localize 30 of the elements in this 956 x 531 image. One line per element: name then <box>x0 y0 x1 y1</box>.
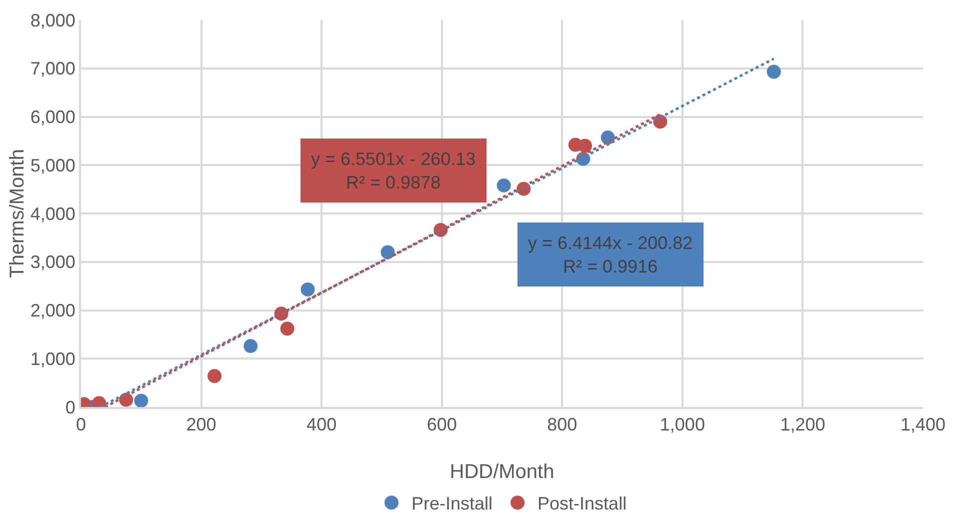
x-tick-label: 1,200 <box>780 414 826 435</box>
x-tick-label: 600 <box>426 414 457 435</box>
point <box>134 394 148 407</box>
point <box>766 64 781 79</box>
y-tick-label: 2,000 <box>30 300 76 321</box>
y-tick-label: 4,000 <box>30 204 76 224</box>
point <box>280 322 294 336</box>
legend-label: Pre-Install <box>412 494 493 514</box>
y-axis-title: Therms/Month <box>6 149 28 278</box>
y-tick-label: 8,000 <box>30 10 76 30</box>
y-tick-label: 0 <box>65 397 76 418</box>
x-tick-label: 1,400 <box>900 414 946 435</box>
y-tick-label: 7,000 <box>30 58 76 79</box>
y-tick-label: 5,000 <box>30 155 76 176</box>
annotation: y = 6.4144x - 200.82 R² = 0.9916 <box>528 233 693 276</box>
y-tick-label: 6,000 <box>30 107 76 128</box>
point <box>208 369 222 384</box>
point <box>578 138 592 153</box>
x-axis-title: HDD/Month <box>450 461 554 483</box>
y-tick-label: 3,000 <box>30 252 76 272</box>
annotation: y = 6.5501x - 260.13 R² = 0.9878 <box>311 149 476 192</box>
x-tick-label: 200 <box>186 414 216 435</box>
point <box>496 178 511 192</box>
x-tick-label: 1,000 <box>660 414 705 435</box>
point <box>300 282 315 296</box>
x-tick-label: 800 <box>547 414 578 435</box>
x-tick-label: 400 <box>306 414 337 435</box>
y-tick-label: 1,000 <box>30 348 76 369</box>
legend-label: Post-Install <box>538 494 627 514</box>
point <box>244 339 258 354</box>
